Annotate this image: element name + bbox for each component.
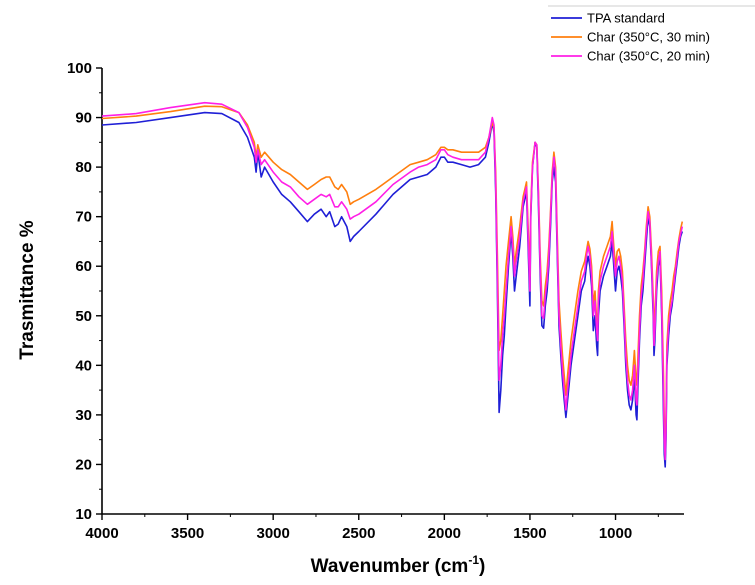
y-tick-label: 70 [75, 209, 92, 226]
series-line-2 [101, 105, 684, 446]
series-layer [101, 101, 684, 468]
y-tick-label: 60 [75, 258, 92, 275]
legend-label-3: Char (350°C, 20 min) [587, 49, 710, 64]
y-tick-label: 50 [75, 308, 92, 325]
y-axis-title: Trasmittance % [17, 220, 38, 359]
y-tick-label: 40 [75, 357, 92, 374]
x-tick-label: 2000 [428, 525, 461, 542]
legend-label-1: TPA standard [587, 11, 665, 26]
axes [101, 68, 684, 515]
legend-label-2: Char (350°C, 30 min) [587, 30, 710, 45]
legend: TPA standard Char (350°C, 30 min) Char (35… [548, 5, 755, 64]
x-tick-label: 1000 [599, 525, 632, 542]
x-tick-label: 3500 [171, 525, 204, 542]
x-axis-title: Wavenumber (cm-1) [311, 553, 486, 577]
x-tick-label: 2500 [342, 525, 375, 542]
y-tick-label: 80 [75, 159, 92, 176]
y-tick-label: 100 [67, 60, 92, 77]
x-axis-title-superscript: -1 [468, 553, 479, 567]
y-tick-label: 10 [75, 506, 92, 523]
x-tick-label: 1500 [513, 525, 546, 542]
series-line-3 [101, 101, 684, 461]
series-line-1 [101, 111, 684, 468]
x-tick-label: 4000 [85, 525, 118, 542]
x-axis-ticks: 4000 3500 3000 2500 2000 1500 1000 [85, 514, 659, 542]
y-tick-label: 90 [75, 110, 92, 127]
x-axis-title-close: ) [479, 556, 485, 577]
y-axis-ticks: 10 20 30 40 50 60 70 80 90 100 [67, 60, 102, 523]
x-axis-title-main: Wavenumber (cm [311, 556, 469, 577]
y-tick-label: 30 [75, 407, 92, 424]
x-tick-label: 3000 [256, 525, 289, 542]
y-tick-label: 20 [75, 456, 92, 473]
